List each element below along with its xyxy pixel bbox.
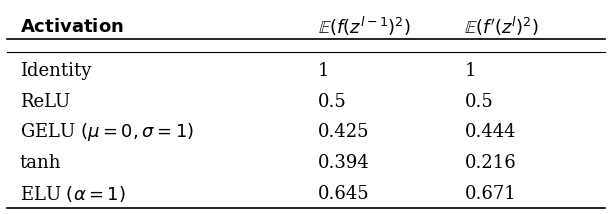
Text: 1: 1 bbox=[465, 62, 476, 80]
Text: $\mathbb{E}(f'(z^{l})^2)$: $\mathbb{E}(f'(z^{l})^2)$ bbox=[465, 15, 539, 38]
Text: $\mathbb{E}(f(z^{l-1})^2)$: $\mathbb{E}(f(z^{l-1})^2)$ bbox=[318, 15, 411, 38]
Text: 0.394: 0.394 bbox=[318, 154, 370, 172]
Text: $\mathbf{Activation}$: $\mathbf{Activation}$ bbox=[20, 18, 124, 36]
Text: 0.425: 0.425 bbox=[318, 123, 370, 141]
Text: ELU $(\alpha = 1)$: ELU $(\alpha = 1)$ bbox=[20, 184, 125, 204]
Text: 0.5: 0.5 bbox=[318, 93, 347, 111]
Text: Identity: Identity bbox=[20, 62, 91, 80]
Text: 0.5: 0.5 bbox=[465, 93, 493, 111]
Text: 0.216: 0.216 bbox=[465, 154, 516, 172]
Text: tanh: tanh bbox=[20, 154, 61, 172]
Text: ReLU: ReLU bbox=[20, 93, 70, 111]
Text: 0.671: 0.671 bbox=[465, 185, 516, 203]
Text: 1: 1 bbox=[318, 62, 330, 80]
Text: GELU $(\mu = 0, \sigma = 1)$: GELU $(\mu = 0, \sigma = 1)$ bbox=[20, 121, 193, 143]
Text: 0.645: 0.645 bbox=[318, 185, 370, 203]
Text: 0.444: 0.444 bbox=[465, 123, 516, 141]
